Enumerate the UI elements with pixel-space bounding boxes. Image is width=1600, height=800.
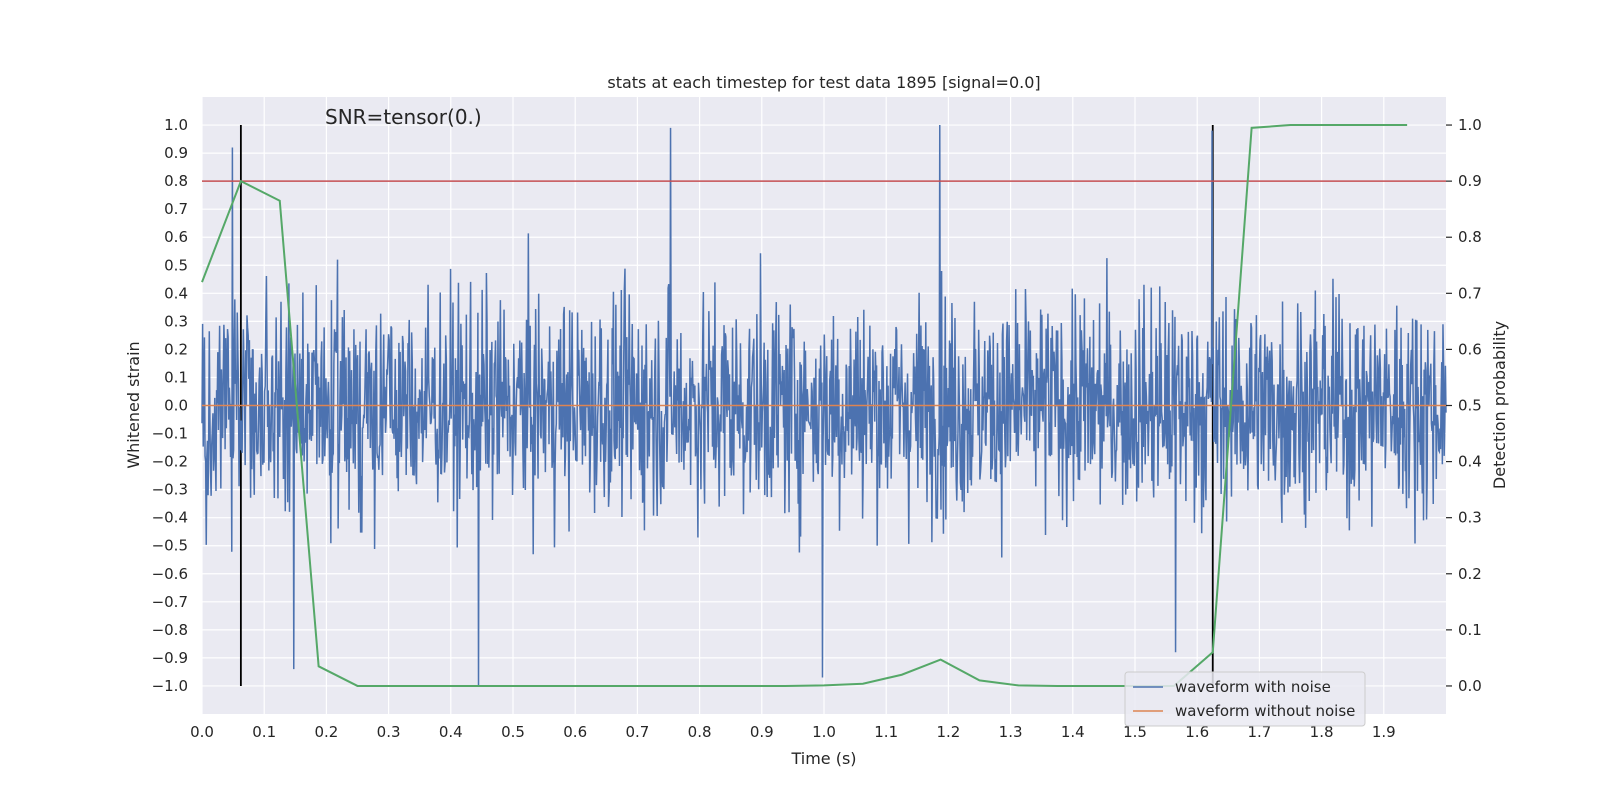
x-tick-label: 1.9 (1372, 723, 1396, 741)
x-tick-label: 0.3 (377, 723, 401, 741)
y-left-tick-label: 0.1 (164, 368, 188, 386)
chart-title: stats at each timestep for test data 189… (607, 73, 1040, 92)
y-left-tick-label: −0.5 (152, 537, 188, 555)
y-left-tick-label: 0.8 (164, 172, 188, 190)
y-left-tick-label: 0.4 (164, 284, 188, 302)
legend-label-clean: waveform without noise (1175, 702, 1355, 720)
y-right-tick-label: 0.8 (1458, 228, 1482, 246)
y-left-tick-label: −0.7 (152, 593, 188, 611)
x-tick-label: 0.5 (501, 723, 525, 741)
x-tick-label: 1.5 (1123, 723, 1147, 741)
y-right-tick-label: 0.9 (1458, 172, 1482, 190)
x-tick-label: 0.0 (190, 723, 214, 741)
x-axis-label: Time (s) (790, 749, 856, 768)
y-right-tick-label: 0.7 (1458, 284, 1482, 302)
y-left-tick-label: −0.3 (152, 481, 188, 499)
x-tick-label: 0.8 (688, 723, 712, 741)
y-left-tick-label: −0.9 (152, 649, 188, 667)
x-axis-ticks: 0.0 0.1 0.2 0.3 0.4 0.5 0.6 0.7 0.8 0.9 1.0 1.1 1.2 1… (190, 723, 1396, 741)
y-left-tick-label: 0.3 (164, 312, 188, 330)
y-left-tick-label: −1.0 (152, 677, 188, 695)
legend: waveform with noise waveform without noi… (1124, 671, 1366, 727)
y-left-tick-label: −0.2 (152, 453, 188, 471)
y-left-tick-label: −0.6 (152, 565, 188, 583)
y-axis-right-label: Detection probability (1490, 321, 1509, 489)
y-right-tick-label: 0.1 (1458, 621, 1482, 639)
x-tick-label: 1.8 (1310, 723, 1334, 741)
x-tick-label: 1.3 (999, 723, 1023, 741)
y-left-tick-label: 1.0 (164, 116, 188, 134)
x-tick-label: 1.0 (812, 723, 836, 741)
x-tick-label: 0.1 (252, 723, 276, 741)
y-right-tick-label: 0.0 (1458, 677, 1482, 695)
x-tick-label: 1.1 (874, 723, 898, 741)
y-left-tick-label: −0.8 (152, 621, 188, 639)
x-tick-label: 0.2 (314, 723, 338, 741)
y-left-tick-label: 0.9 (164, 144, 188, 162)
x-tick-label: 0.9 (750, 723, 774, 741)
y-right-tick-label: 0.4 (1458, 453, 1482, 471)
x-tick-label: 0.6 (563, 723, 587, 741)
legend-label-noisy: waveform with noise (1175, 678, 1331, 696)
y-left-tick-label: 0.7 (164, 200, 188, 218)
x-tick-label: 1.6 (1185, 723, 1209, 741)
y-left-tick-label: −0.1 (152, 425, 188, 443)
y-right-tick-label: 0.6 (1458, 340, 1482, 358)
y-left-tick-label: 0.6 (164, 228, 188, 246)
y-right-tick-label: 0.5 (1458, 397, 1482, 415)
y-axis-left-label: Whitened strain (124, 341, 143, 468)
x-tick-label: 0.4 (439, 723, 463, 741)
y-left-tick-label: −0.4 (152, 509, 188, 527)
series-detection-probability (201, 124, 1408, 687)
series-waveform-with-noise (201, 125, 1447, 686)
y-right-tick-label: 0.3 (1458, 509, 1482, 527)
y-axis-left-ticks: 1.0 0.9 0.8 0.7 0.6 0.5 0.4 0.3 0.2 0.1 0.0 −0.1 −0.… (152, 116, 188, 695)
y-left-tick-label: 0.0 (164, 397, 188, 415)
x-tick-label: 1.4 (1061, 723, 1085, 741)
x-tick-label: 1.7 (1247, 723, 1271, 741)
x-tick-label: 0.7 (625, 723, 649, 741)
y-axis-right-ticks: 1.0 0.9 0.8 0.7 0.6 0.5 0.4 0.3 0.2 0.1 0.0 (1446, 116, 1482, 695)
snr-annotation: SNR=tensor(0.) (325, 105, 482, 129)
x-tick-label: 1.2 (936, 723, 960, 741)
y-left-tick-label: 0.5 (164, 256, 188, 274)
y-right-tick-label: 0.2 (1458, 565, 1482, 583)
y-left-tick-label: 0.2 (164, 340, 188, 358)
legend-box (1124, 671, 1366, 727)
y-right-tick-label: 1.0 (1458, 116, 1482, 134)
